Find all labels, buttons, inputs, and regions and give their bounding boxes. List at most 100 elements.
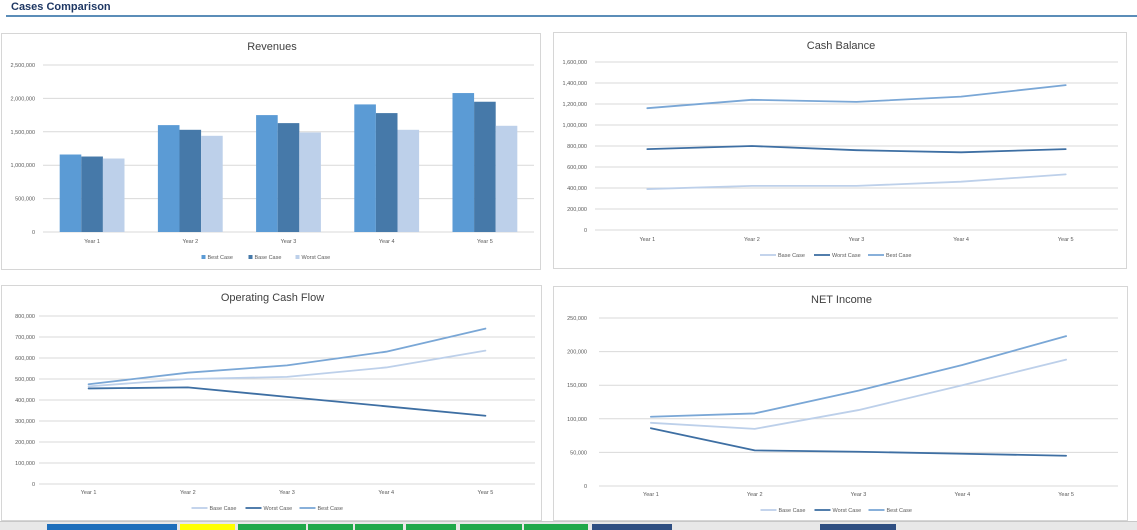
sheet-tab[interactable] bbox=[180, 524, 235, 530]
bar bbox=[354, 104, 376, 232]
bar bbox=[81, 156, 103, 232]
bar bbox=[157, 125, 180, 232]
sheet-tab[interactable] bbox=[47, 524, 177, 530]
legend-label: Base Case bbox=[255, 255, 282, 261]
legend-label: Best Case bbox=[887, 508, 912, 514]
series-line bbox=[650, 358, 1067, 430]
bar bbox=[299, 132, 321, 232]
bar bbox=[375, 113, 398, 232]
cash-balance-chart: Cash Balance 1,600,000 1,400,000 1,200,000 1… bbox=[563, 40, 1118, 259]
x-tick-label: Year 1 bbox=[639, 237, 655, 243]
legend-label: Base Case bbox=[778, 253, 805, 259]
sheet-tab[interactable] bbox=[820, 524, 896, 530]
y-tick-label: 1,400,000 bbox=[563, 81, 587, 87]
y-tick-label: 500,000 bbox=[15, 377, 35, 383]
y-tick-label: 400,000 bbox=[567, 186, 587, 192]
bar bbox=[102, 158, 125, 232]
y-tick-label: 800,000 bbox=[567, 144, 587, 150]
y-tick-label: 100,000 bbox=[567, 417, 587, 423]
bar bbox=[452, 93, 475, 232]
bar bbox=[397, 129, 420, 232]
x-tick-label: Year 5 bbox=[1058, 237, 1074, 243]
y-tick-label: 600,000 bbox=[567, 165, 587, 171]
y-tick-label: 600,000 bbox=[15, 356, 35, 362]
y-tick-label: 300,000 bbox=[15, 419, 35, 425]
y-tick-label: 400,000 bbox=[15, 398, 35, 404]
sheet-tab[interactable] bbox=[238, 524, 306, 530]
x-tick-label: Year 3 bbox=[849, 237, 865, 243]
bar bbox=[277, 123, 300, 232]
series-line bbox=[87, 386, 487, 417]
y-tick-label: 250,000 bbox=[567, 316, 587, 322]
y-tick-label: 0 bbox=[32, 230, 35, 236]
y-tick-label: 0 bbox=[32, 482, 35, 488]
y-tick-label: 200,000 bbox=[15, 440, 35, 446]
legend-label: Worst Case bbox=[302, 255, 331, 261]
chart-title: NET Income bbox=[811, 294, 872, 306]
legend-label: Best Case bbox=[318, 506, 343, 512]
y-tick-label: 1,500,000 bbox=[11, 130, 35, 136]
sheet-tab[interactable] bbox=[592, 524, 672, 530]
y-tick-label: 700,000 bbox=[15, 335, 35, 341]
chart-title: Revenues bbox=[247, 41, 297, 53]
bar bbox=[59, 154, 82, 232]
x-tick-label: Year 5 bbox=[478, 490, 494, 496]
x-tick-label: Year 4 bbox=[379, 239, 395, 245]
cash-balance-chart-panel[interactable]: Cash Balance 1,600,000 1,400,000 1,200,000 1… bbox=[553, 32, 1127, 269]
operating-cash-flow-chart-panel[interactable]: Operating Cash Flow 800,000 700,000 600,000… bbox=[1, 285, 542, 521]
x-tick-label: Year 3 bbox=[851, 492, 867, 498]
y-tick-label: 1,200,000 bbox=[563, 102, 587, 108]
bar bbox=[495, 125, 518, 232]
x-tick-label: Year 1 bbox=[81, 490, 97, 496]
y-tick-label: 1,000,000 bbox=[563, 123, 587, 129]
x-tick-label: Year 4 bbox=[953, 237, 969, 243]
legend-label: Best Case bbox=[208, 255, 233, 261]
series-line bbox=[646, 84, 1067, 110]
bar bbox=[256, 115, 278, 232]
net-income-chart: NET Income 250,000 200,000 150,000 100,000 50… bbox=[567, 294, 1118, 514]
x-tick-label: Year 4 bbox=[954, 492, 970, 498]
operating-cash-flow-chart: Operating Cash Flow 800,000 700,000 600,000… bbox=[15, 292, 535, 512]
sheet-tab[interactable] bbox=[355, 524, 403, 530]
x-tick-label: Year 5 bbox=[477, 239, 493, 245]
sheet-tab[interactable] bbox=[460, 524, 522, 530]
y-tick-label: 150,000 bbox=[567, 383, 587, 389]
sheet-tab[interactable] bbox=[524, 524, 588, 530]
series-line bbox=[650, 335, 1067, 418]
legend-swatch bbox=[201, 255, 206, 259]
legend-swatch bbox=[295, 255, 300, 259]
sheet-tab[interactable] bbox=[406, 524, 456, 530]
y-tick-label: 0 bbox=[584, 484, 587, 490]
y-tick-label: 1,000,000 bbox=[11, 163, 35, 169]
y-tick-label: 800,000 bbox=[15, 314, 35, 320]
y-tick-label: 2,000,000 bbox=[11, 96, 35, 102]
revenues-chart-panel[interactable]: Revenues 2,500,000 2,000,000 1,500,000 1,000… bbox=[1, 33, 541, 270]
legend-label: Worst Case bbox=[264, 506, 293, 512]
x-tick-label: Year 5 bbox=[1058, 492, 1074, 498]
legend-label: Worst Case bbox=[833, 508, 862, 514]
legend-label: Base Case bbox=[779, 508, 806, 514]
legend-label: Worst Case bbox=[832, 253, 861, 259]
y-tick-label: 50,000 bbox=[570, 450, 587, 456]
x-tick-label: Year 3 bbox=[279, 490, 295, 496]
legend-swatch bbox=[248, 255, 253, 259]
net-income-chart-panel[interactable]: NET Income 250,000 200,000 150,000 100,000 50… bbox=[553, 286, 1128, 521]
chart-title: Cash Balance bbox=[807, 40, 876, 52]
bar bbox=[474, 101, 496, 233]
x-tick-label: Year 2 bbox=[744, 237, 760, 243]
x-tick-label: Year 1 bbox=[643, 492, 659, 498]
x-tick-label: Year 3 bbox=[281, 239, 297, 245]
y-tick-label: 100,000 bbox=[15, 461, 35, 467]
y-tick-label: 2,500,000 bbox=[11, 63, 35, 69]
sheet-tab[interactable] bbox=[308, 524, 353, 530]
sheet-tab-bar bbox=[0, 521, 1137, 530]
series-line bbox=[650, 427, 1067, 457]
y-tick-label: 200,000 bbox=[567, 207, 587, 213]
x-tick-label: Year 1 bbox=[84, 239, 100, 245]
y-tick-label: 500,000 bbox=[15, 197, 35, 203]
bar bbox=[179, 129, 202, 232]
y-tick-label: 0 bbox=[584, 228, 587, 234]
chart-title: Operating Cash Flow bbox=[221, 292, 324, 304]
y-tick-label: 200,000 bbox=[567, 350, 587, 356]
y-tick-label: 1,600,000 bbox=[563, 60, 587, 66]
